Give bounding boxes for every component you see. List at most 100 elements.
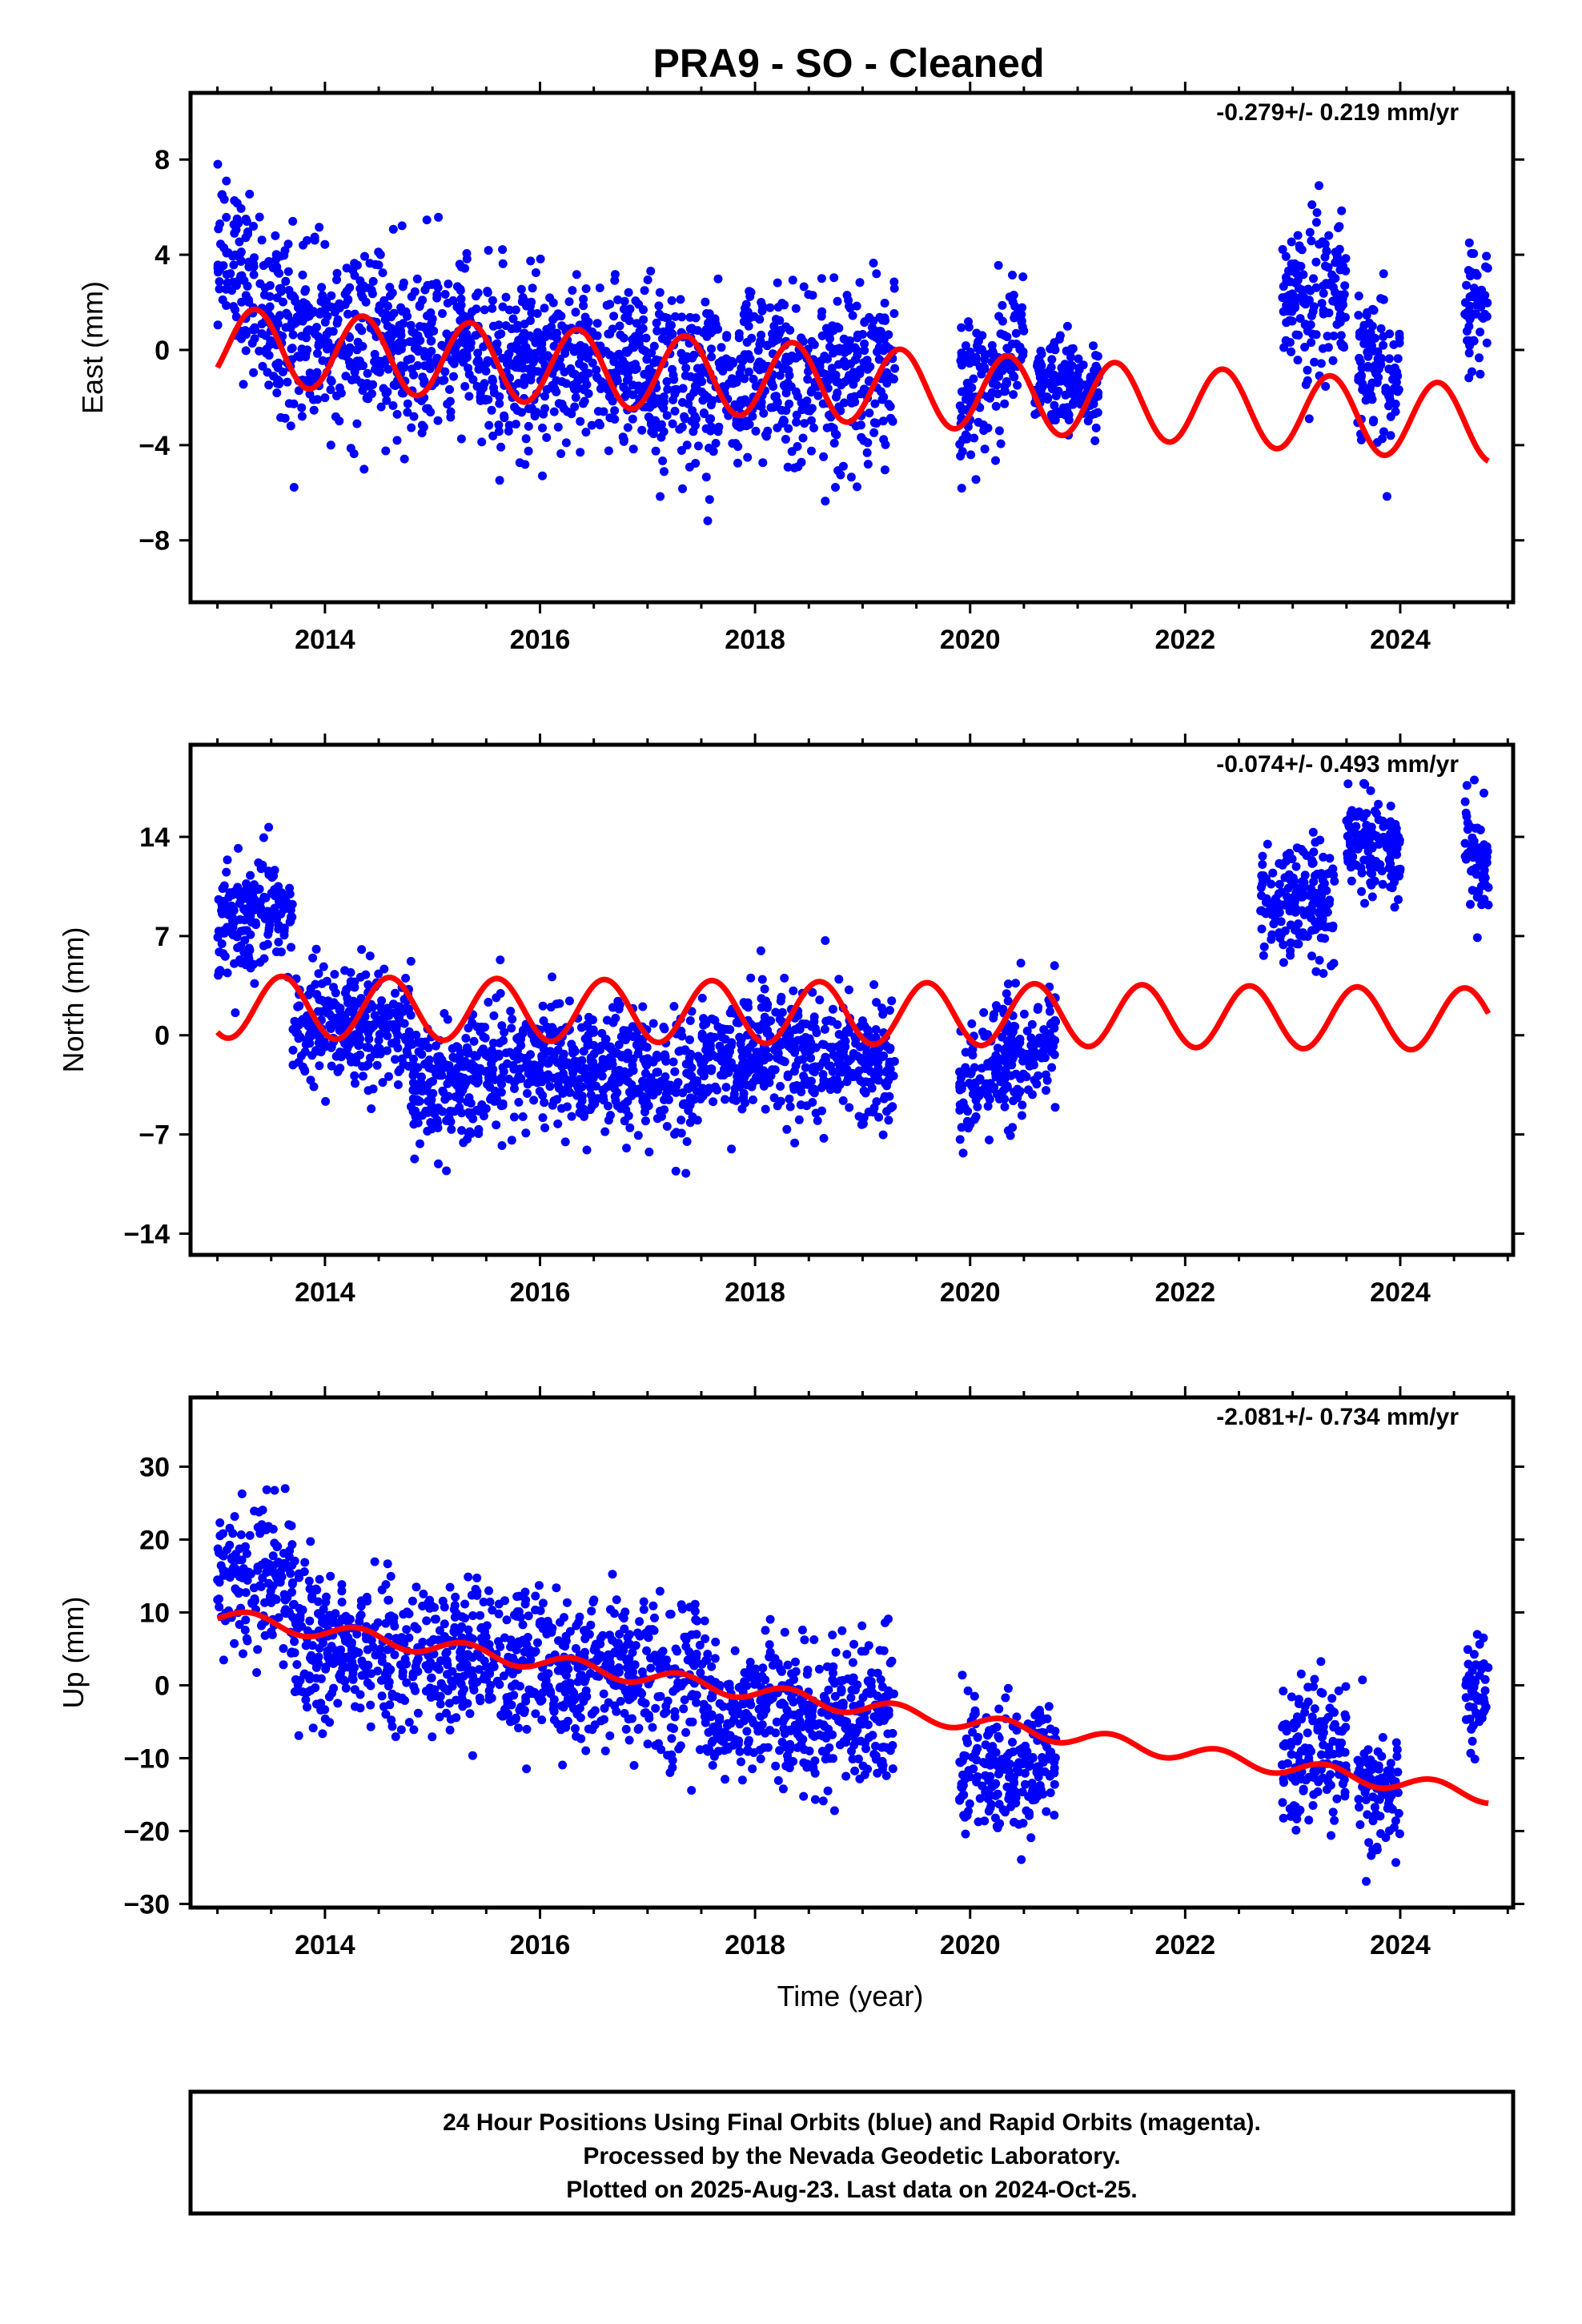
data-point	[1363, 348, 1372, 357]
data-point	[263, 930, 273, 939]
data-point	[300, 1558, 310, 1567]
data-point	[1356, 371, 1366, 380]
data-point	[1008, 297, 1018, 307]
data-point	[443, 1079, 452, 1088]
y-tick-label: −8	[139, 526, 170, 557]
data-point	[622, 1144, 631, 1153]
data-point	[1484, 883, 1493, 892]
data-point	[1286, 920, 1295, 930]
data-point	[474, 1129, 484, 1139]
data-point	[1308, 827, 1318, 837]
data-point	[628, 1022, 637, 1031]
data-point	[887, 996, 897, 1006]
data-point	[642, 355, 652, 364]
data-point	[496, 955, 505, 965]
data-point	[957, 1123, 966, 1132]
data-point	[839, 1031, 849, 1041]
data-point	[570, 369, 580, 379]
data-point	[218, 903, 227, 912]
data-point	[1035, 1033, 1044, 1043]
data-point	[460, 1057, 470, 1066]
data-point	[655, 287, 665, 297]
data-point	[1361, 396, 1371, 405]
data-point	[1000, 1047, 1010, 1056]
data-point	[309, 405, 319, 415]
data-point	[448, 1043, 457, 1053]
data-point	[297, 403, 307, 412]
data-point	[677, 1116, 686, 1125]
data-point	[1477, 285, 1487, 295]
data-point	[629, 343, 639, 352]
data-point	[1328, 356, 1338, 365]
data-point	[688, 406, 697, 416]
data-point	[869, 428, 879, 437]
data-point	[782, 1124, 792, 1134]
data-point	[504, 305, 514, 315]
data-point	[1308, 858, 1318, 868]
data-point	[605, 1042, 615, 1051]
data-point	[1062, 321, 1072, 331]
data-point	[969, 374, 978, 384]
data-point	[468, 1018, 477, 1027]
data-point	[305, 1616, 315, 1626]
data-point	[351, 1079, 359, 1088]
data-point	[677, 312, 687, 322]
data-point	[968, 1044, 978, 1054]
data-point	[880, 465, 889, 475]
data-point	[1374, 799, 1383, 809]
data-point	[1001, 387, 1010, 396]
data-point	[386, 332, 396, 341]
data-point	[305, 389, 315, 399]
data-point	[488, 1039, 498, 1047]
data-point	[777, 405, 786, 415]
data-point	[322, 296, 331, 306]
data-point	[1089, 341, 1098, 351]
data-point	[560, 1074, 570, 1084]
data-point	[393, 1031, 403, 1040]
data-point	[264, 380, 274, 390]
data-point	[746, 287, 756, 297]
data-point	[785, 399, 794, 408]
data-point	[410, 1119, 420, 1128]
data-point	[220, 951, 230, 961]
data-point	[807, 404, 817, 413]
data-point	[1315, 955, 1324, 965]
data-point	[281, 276, 291, 286]
data-point	[396, 337, 405, 347]
data-point	[699, 1014, 709, 1023]
data-point	[808, 1098, 817, 1107]
data-point	[1370, 806, 1379, 816]
data-point	[556, 449, 566, 458]
data-point	[403, 408, 412, 417]
data-point	[1345, 837, 1355, 846]
data-point	[1301, 300, 1311, 309]
data-point	[318, 1729, 327, 1739]
data-point	[1285, 291, 1294, 300]
data-point	[492, 1120, 501, 1130]
data-point	[268, 1551, 278, 1561]
data-point	[351, 1037, 360, 1046]
data-point	[1322, 899, 1331, 908]
data-point	[602, 1015, 612, 1025]
data-point	[1379, 340, 1388, 350]
data-point	[1347, 876, 1356, 886]
data-point	[674, 1047, 684, 1056]
data-point	[881, 440, 890, 449]
data-point	[668, 419, 677, 428]
data-point	[383, 1645, 392, 1655]
data-point	[305, 1584, 315, 1594]
data-point	[763, 426, 773, 436]
data-point	[487, 1092, 496, 1102]
data-point	[612, 1088, 622, 1097]
data-point	[358, 1062, 367, 1072]
data-point	[829, 348, 838, 358]
data-point	[231, 1008, 240, 1018]
data-point	[508, 314, 518, 324]
data-point	[1278, 293, 1287, 303]
data-point	[1002, 1036, 1012, 1046]
data-point	[697, 993, 707, 1003]
data-point	[1305, 227, 1315, 237]
data-point	[1321, 279, 1331, 288]
data-point	[225, 1573, 235, 1582]
